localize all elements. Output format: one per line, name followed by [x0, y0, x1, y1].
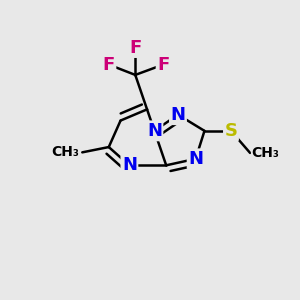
Text: F: F: [157, 56, 170, 74]
Text: N: N: [170, 106, 185, 124]
Text: F: F: [129, 38, 141, 56]
Text: F: F: [103, 56, 115, 74]
Text: N: N: [122, 156, 137, 174]
Text: CH₃: CH₃: [52, 146, 79, 159]
Text: N: N: [147, 122, 162, 140]
Text: N: N: [188, 150, 203, 168]
Text: CH₃: CH₃: [252, 146, 280, 160]
Text: S: S: [224, 122, 238, 140]
